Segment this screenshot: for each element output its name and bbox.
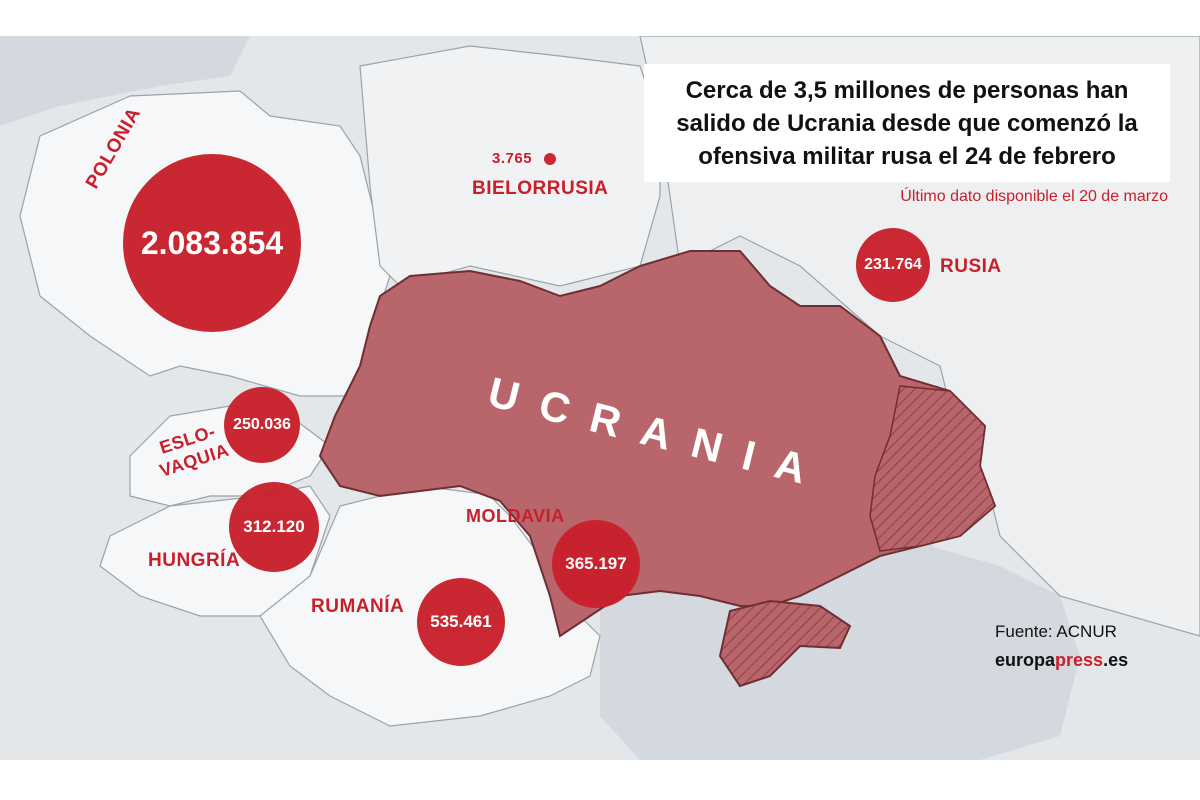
- brand-suffix: .es: [1103, 650, 1129, 670]
- donbas-shape: [869, 385, 996, 552]
- brand-prefix: europa: [995, 650, 1056, 670]
- label-rusia: RUSIA: [940, 256, 1002, 277]
- title-box: Cerca de 3,5 millones de personas han sa…: [644, 64, 1170, 182]
- brand-logo: europapress.es: [995, 650, 1128, 671]
- label-hungria: HUNGRÍA: [148, 550, 241, 571]
- value-rumania: 535.461: [430, 612, 492, 631]
- source-text: Fuente: ACNUR: [995, 622, 1117, 641]
- label-moldavia: MOLDAVIA: [466, 506, 565, 526]
- value-eslovaquia: 250.036: [233, 416, 291, 433]
- bubble-bielorrusia: [544, 153, 556, 165]
- bubble-rusia: 231.764: [856, 228, 930, 302]
- bubble-hungria: 312.120: [229, 482, 319, 572]
- subtitle: Último dato disponible el 20 de marzo: [900, 188, 1168, 205]
- value-bielorrusia: 3.765: [492, 150, 533, 167]
- baltic-sea: [0, 36, 250, 126]
- value-hungria: 312.120: [243, 517, 305, 536]
- bubble-moldavia: 365.197: [552, 520, 640, 608]
- value-rusia: 231.764: [864, 256, 922, 273]
- value-polonia: 2.083.854: [140, 224, 284, 261]
- page-title: Cerca de 3,5 millones de personas han sa…: [676, 76, 1138, 170]
- crimea-shape: [718, 599, 852, 688]
- bubble-eslovaquia: 250.036: [224, 387, 300, 463]
- brand-accent: press: [1055, 650, 1104, 670]
- ukraine-shape: [318, 250, 997, 638]
- bubble-rumania: 535.461: [417, 578, 505, 666]
- label-rumania: RUMANÍA: [311, 596, 405, 617]
- label-bielorrusia: BIELORRUSIA: [472, 178, 609, 199]
- bubble-polonia: 2.083.854: [123, 154, 301, 332]
- value-moldavia: 365.197: [565, 554, 627, 573]
